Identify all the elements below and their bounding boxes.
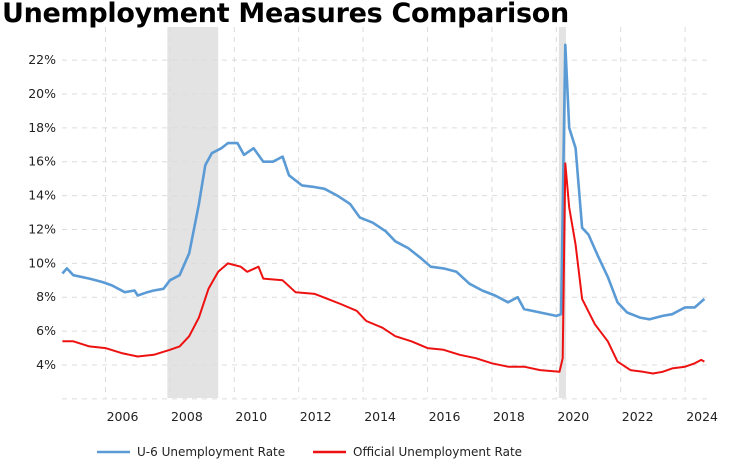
x-tick-label: 2012 — [300, 409, 332, 424]
y-tick-label: 18% — [28, 120, 56, 135]
x-tick-label: 2022 — [622, 409, 654, 424]
y-tick-label: 6% — [36, 323, 56, 338]
y-tick-label: 22% — [28, 52, 56, 67]
x-tick-label: 2024 — [686, 409, 718, 424]
y-tick-label: 8% — [36, 289, 56, 304]
official-series-line — [62, 162, 705, 375]
recession-shade — [167, 27, 219, 398]
u6-series-line — [61, 43, 706, 321]
legend-label-official: Official Unemployment Rate — [353, 445, 522, 459]
chart-title: Unemployment Measures Comparison — [2, 0, 569, 29]
x-tick-label: 2014 — [364, 409, 396, 424]
y-tick-label: 12% — [28, 221, 56, 236]
y-tick-label: 14% — [28, 188, 56, 203]
y-tick-label: 20% — [28, 86, 56, 101]
x-tick-label: 2020 — [557, 409, 589, 424]
y-tick-label: 4% — [36, 357, 56, 372]
x-tick-label: 2006 — [107, 409, 139, 424]
legend-label-u6: U-6 Unemployment Rate — [137, 445, 285, 459]
x-tick-label: 2010 — [235, 409, 267, 424]
x-tick-label: 2008 — [171, 409, 203, 424]
x-tick-label: 2016 — [429, 409, 461, 424]
y-tick-label: 10% — [28, 255, 56, 270]
x-tick-label: 2018 — [493, 409, 525, 424]
y-tick-label: 16% — [28, 154, 56, 169]
